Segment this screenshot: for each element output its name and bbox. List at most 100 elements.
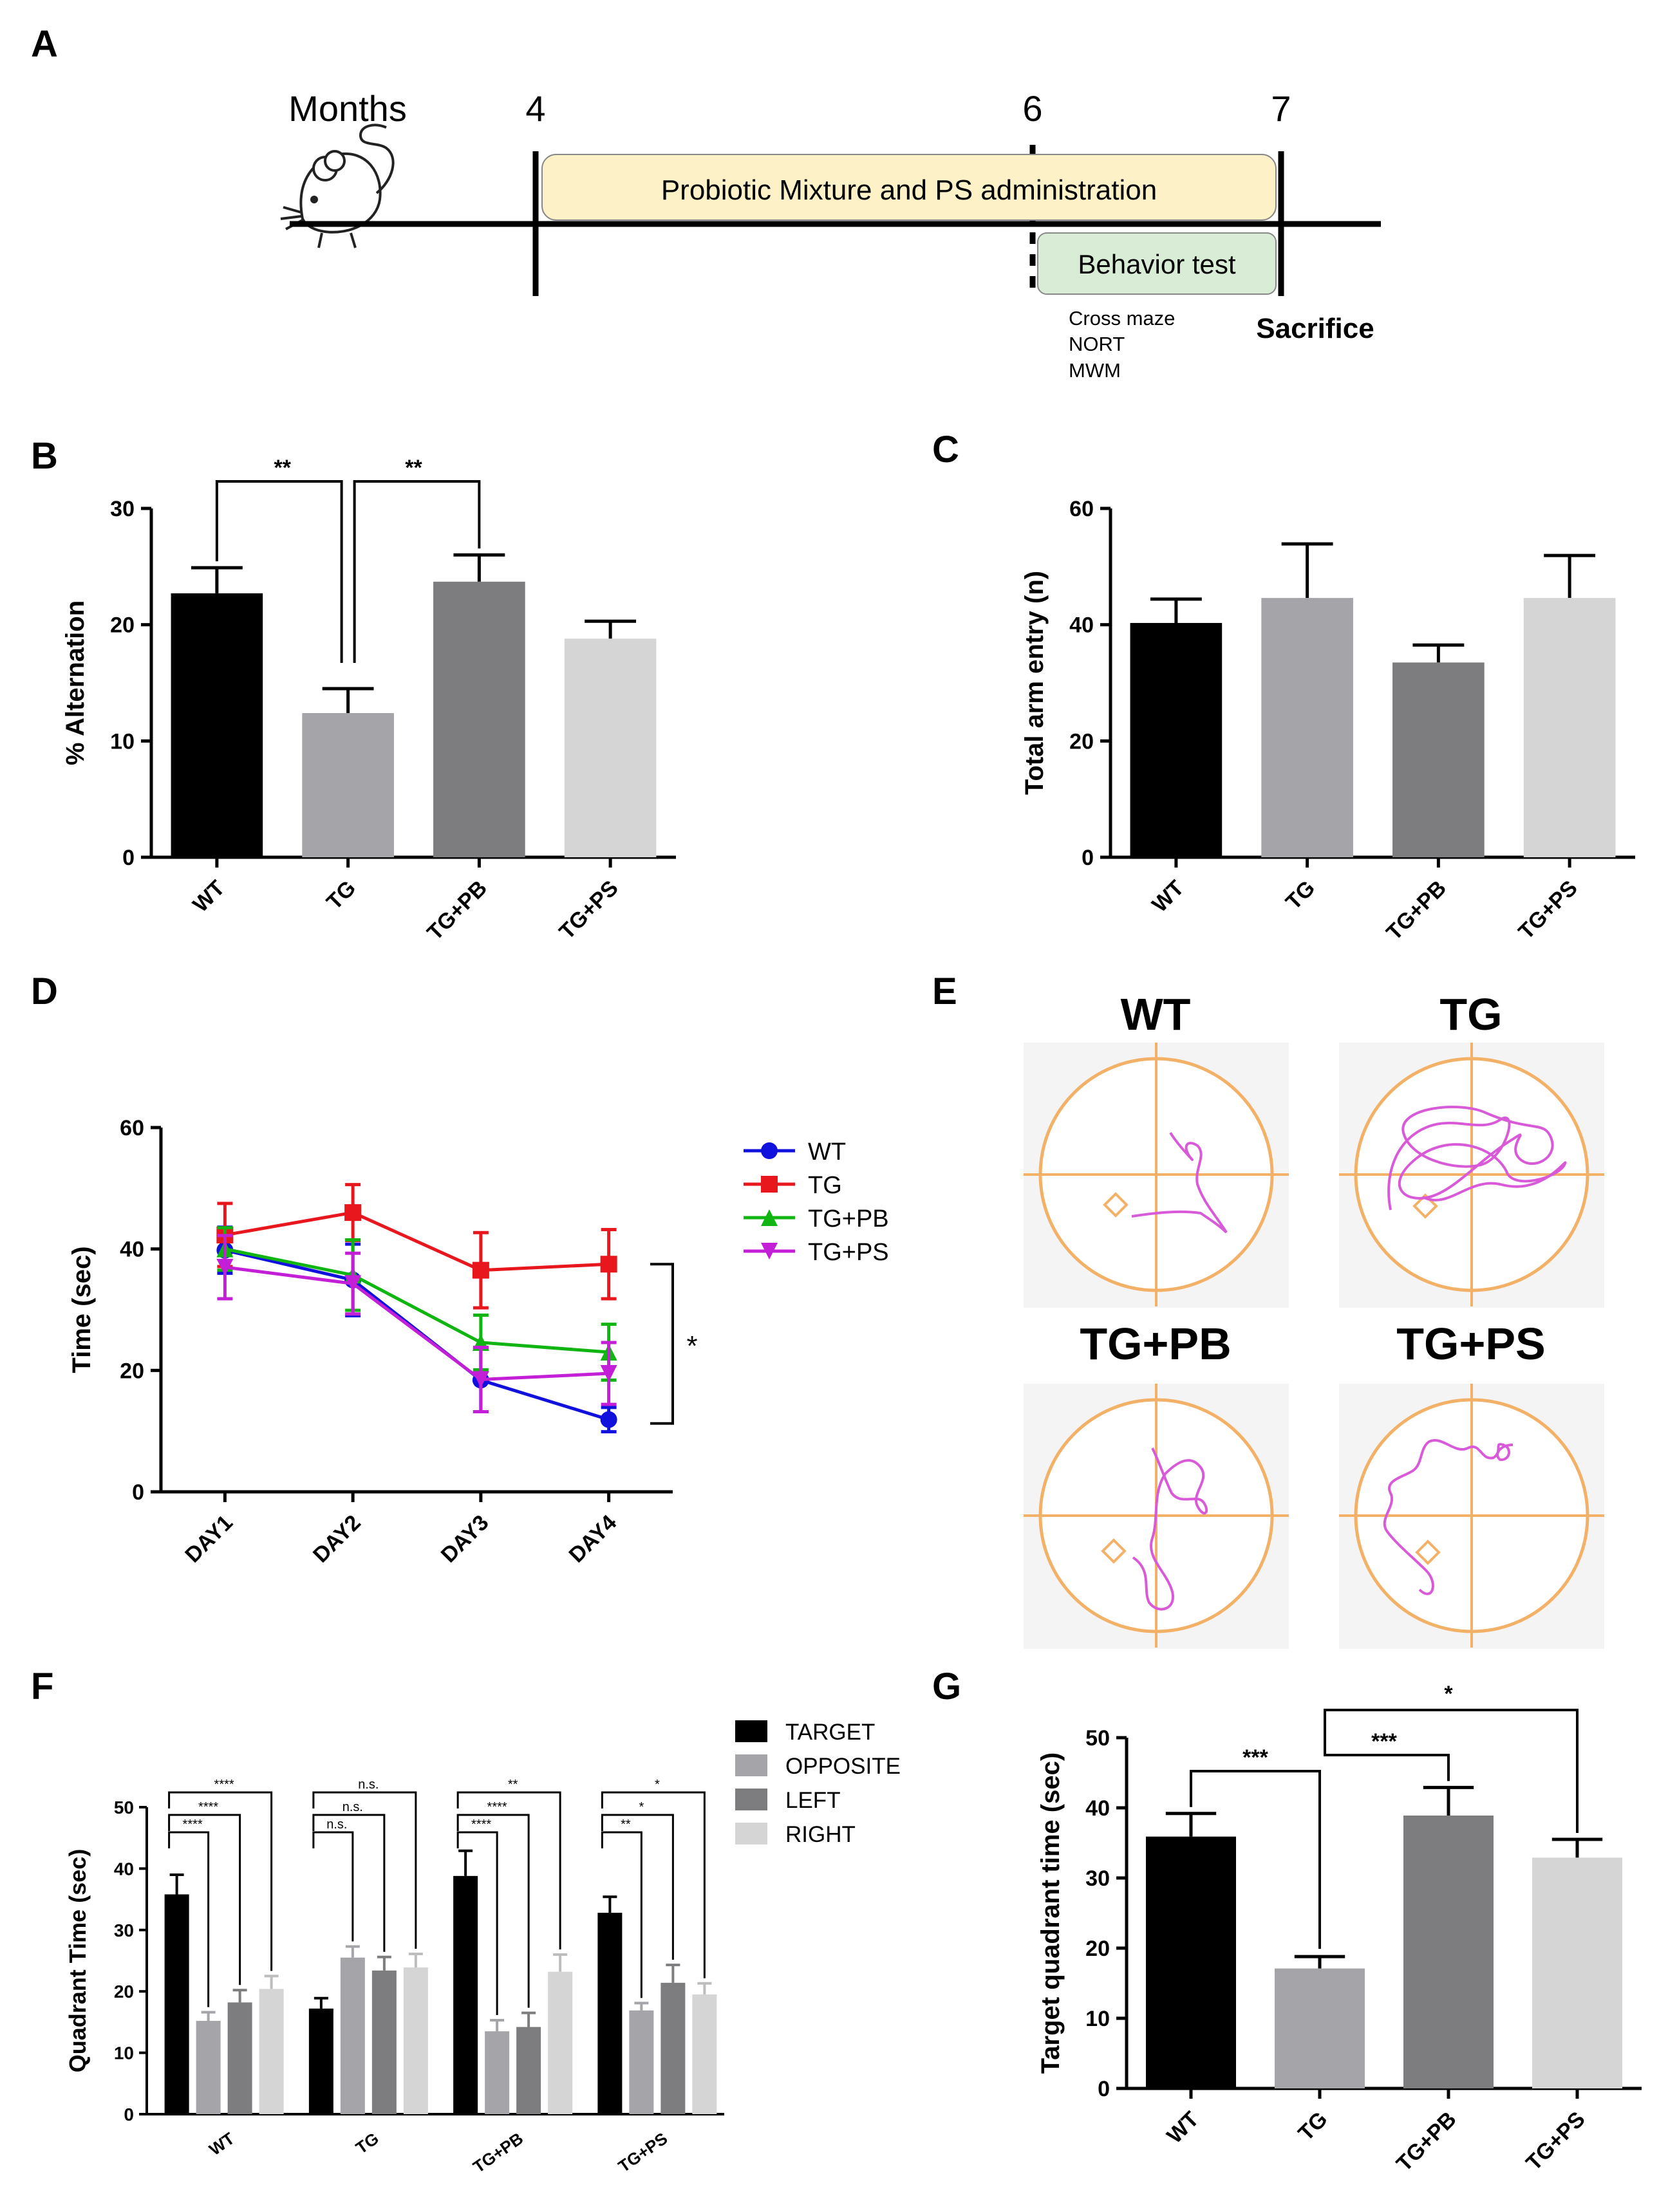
x-tick-label-tg-ps: TG+PS xyxy=(1513,876,1582,944)
significance-label: * xyxy=(655,1778,660,1792)
significance-label: * xyxy=(639,1800,644,1814)
bar-tg-pb xyxy=(433,581,525,857)
x-tick-label-tg: TG xyxy=(322,876,361,915)
significance-bracket xyxy=(601,1791,706,1978)
bar-tg-ps xyxy=(1523,598,1616,857)
significance-label: n.s. xyxy=(326,1817,347,1832)
significance-label: *** xyxy=(1242,1745,1268,1770)
legend-marker-tg xyxy=(761,1176,778,1193)
significance-label: **** xyxy=(487,1800,507,1814)
timeline-months-label: Months xyxy=(288,88,407,129)
chart-arm-entry: 0 20 40 60 Total arm entry (n) WT TG TG+PB TG+PS xyxy=(1020,497,1635,945)
x-tick-label-day1: DAY1 xyxy=(180,1510,238,1568)
x-tick-label-day2: DAY2 xyxy=(308,1510,366,1568)
behavior-bar xyxy=(1037,232,1277,295)
y-tick-label: 20 xyxy=(120,1359,144,1383)
legend-label-opposite: OPPOSITE xyxy=(785,1754,901,1779)
y-tick-label: 40 xyxy=(114,1859,134,1879)
data-point-tg xyxy=(600,1256,617,1273)
significance-label: **** xyxy=(471,1817,491,1832)
legend-label-tg-pb: TG+PB xyxy=(808,1205,889,1232)
y-tick-label: 20 xyxy=(110,613,135,638)
y-axis-label: Target quadrant time (sec) xyxy=(1036,1752,1065,2074)
bar-wt-target xyxy=(164,1894,189,2114)
platform-marker xyxy=(1101,1538,1127,1564)
series-line-tg-ps xyxy=(225,1265,609,1382)
panel-label-e: E xyxy=(932,971,957,1012)
data-point-wt xyxy=(600,1411,617,1428)
significance-bracket xyxy=(601,1831,642,1998)
significance-bracket xyxy=(456,1791,561,1949)
test-cross-maze: Cross maze xyxy=(1069,307,1175,330)
legend-marker-tg-pb xyxy=(761,1209,778,1226)
significance-label: n.s. xyxy=(358,1778,379,1792)
x-tick-label-wt: WT xyxy=(188,876,229,917)
significance-bracket xyxy=(168,1831,210,2007)
legend-marker-tg-ps xyxy=(761,1243,778,1259)
significance-bracket xyxy=(601,1814,674,1960)
significance-bracket xyxy=(353,480,481,664)
series-tg xyxy=(216,1183,617,1310)
swim-title-tg-pb: TG+PB xyxy=(1080,1319,1231,1369)
y-tick-label: 20 xyxy=(1085,1937,1110,1961)
bar-tg-ps xyxy=(564,638,657,857)
platform-marker xyxy=(1103,1192,1129,1218)
data-point-tg-ps xyxy=(216,1258,234,1276)
treatment-bar xyxy=(541,154,1277,221)
data-point-tg-ps xyxy=(472,1371,489,1388)
y-tick-label: 40 xyxy=(1069,613,1094,638)
bar-wt xyxy=(171,593,263,857)
legend-swatch-right xyxy=(735,1823,767,1845)
panel-label-f: F xyxy=(31,1666,53,1707)
panel-label-d: D xyxy=(31,971,58,1012)
x-tick-label-tg-pb: TG+PB xyxy=(422,876,492,945)
significance-label: *** xyxy=(1371,1729,1397,1754)
bar-wt-right xyxy=(259,1989,284,2114)
series-line-tg-pb xyxy=(224,1247,609,1354)
x-tick-label-tg: TG xyxy=(1293,2107,1332,2146)
panel-label-g: G xyxy=(932,1666,961,1707)
series-wt xyxy=(216,1225,617,1434)
legend-label-tg: TG xyxy=(808,1172,842,1199)
panel-label-b: B xyxy=(31,435,58,477)
bar-wt-left xyxy=(227,2002,252,2114)
significance-label: * xyxy=(686,1330,697,1362)
y-tick-label: 0 xyxy=(124,2105,134,2124)
series-tg-pb xyxy=(216,1226,617,1382)
data-point-tg xyxy=(344,1204,362,1222)
bar-tg-pb-opposite xyxy=(485,2031,510,2114)
data-point-tg-ps xyxy=(600,1365,617,1382)
timeline-month-4: 4 xyxy=(525,88,545,129)
x-tick-label-wt: WT xyxy=(205,2128,238,2159)
bar-tg-pb xyxy=(1392,662,1485,857)
y-tick-label: 40 xyxy=(1085,1796,1110,1821)
legend-label-tg-ps: TG+PS xyxy=(808,1239,889,1266)
y-tick-label: 0 xyxy=(1082,846,1094,870)
legend-label-target: TARGET xyxy=(785,1720,875,1745)
x-tick-label-wt: WT xyxy=(1147,876,1188,917)
significance-bracket xyxy=(168,1791,273,1971)
swim-path-wt xyxy=(1131,1131,1228,1234)
bar-tg xyxy=(302,712,394,857)
bar-tg-right xyxy=(403,1967,428,2114)
panel-label-c: C xyxy=(932,429,959,470)
bar-tg-target xyxy=(308,2008,333,2114)
y-tick-label: 10 xyxy=(110,729,135,754)
series-tg-ps xyxy=(216,1234,617,1413)
bar-tg-ps-target xyxy=(597,1913,623,2114)
y-tick-label: 20 xyxy=(1069,729,1094,754)
swim-title-tg: TG xyxy=(1439,989,1502,1039)
x-tick-label-tg-pb: TG+PB xyxy=(469,2128,527,2177)
swim-path-tg-ps xyxy=(1383,1439,1513,1595)
significance-bracket xyxy=(168,1814,241,1985)
y-tick-label: 60 xyxy=(1069,497,1094,521)
significance-label: ** xyxy=(621,1817,631,1832)
legend-swatch-opposite xyxy=(735,1754,767,1776)
bar-tg-pb-target xyxy=(453,1875,478,2114)
y-tick-label: 10 xyxy=(1085,2007,1110,2031)
bar-tg-ps-left xyxy=(661,1982,686,2114)
x-tick-label-tg-ps: TG+PS xyxy=(554,876,623,944)
behavior-label: Behavior test xyxy=(1078,249,1235,279)
legend-swatch-left xyxy=(735,1789,767,1810)
y-tick-label: 30 xyxy=(110,497,135,521)
